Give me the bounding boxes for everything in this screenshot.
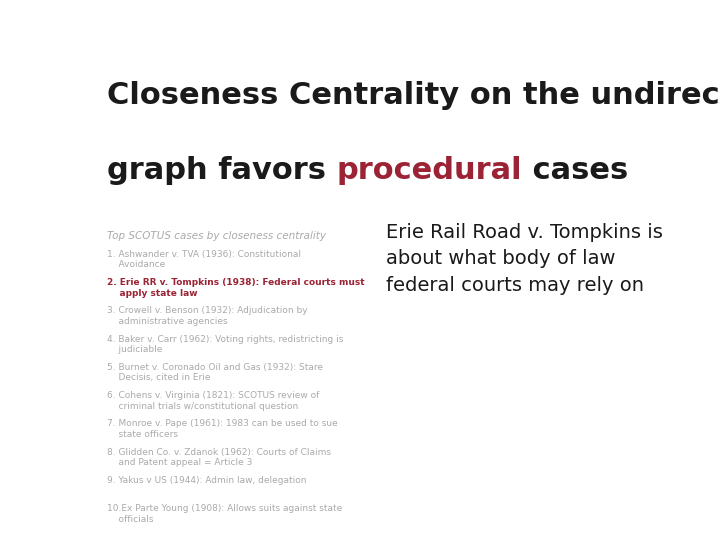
Text: 4. Baker v. Carr (1962): Voting rights, redistricting is
    judiciable: 4. Baker v. Carr (1962): Voting rights, … (107, 335, 343, 354)
Text: 8. Glidden Co. v. Zdanok (1962): Courts of Claims
    and Patent appeal = Articl: 8. Glidden Co. v. Zdanok (1962): Courts … (107, 448, 330, 467)
Text: 7. Monroe v. Pape (1961): 1983 can be used to sue
    state officers: 7. Monroe v. Pape (1961): 1983 can be us… (107, 420, 338, 439)
Text: 3. Crowell v. Benson (1932): Adjudication by
    administrative agencies: 3. Crowell v. Benson (1932): Adjudicatio… (107, 306, 307, 326)
Text: 1. Ashwander v. TVA (1936): Constitutional
    Avoidance: 1. Ashwander v. TVA (1936): Constitution… (107, 250, 301, 269)
Text: cases: cases (522, 156, 629, 185)
Text: Closeness Centrality on the undirected: Closeness Centrality on the undirected (107, 82, 720, 111)
Text: 9. Yakus v US (1944): Admin law, delegation: 9. Yakus v US (1944): Admin law, delegat… (107, 476, 306, 485)
Text: 6. Cohens v. Virginia (1821): SCOTUS review of
    criminal trials w/constitutio: 6. Cohens v. Virginia (1821): SCOTUS rev… (107, 391, 319, 410)
Text: Erie Rail Road v. Tompkins is
about what body of law
federal courts may rely on: Erie Rail Road v. Tompkins is about what… (386, 223, 662, 295)
Text: Top SCOTUS cases by closeness centrality: Top SCOTUS cases by closeness centrality (107, 231, 325, 241)
Text: 10.Ex Parte Young (1908): Allows suits against state
    officials: 10.Ex Parte Young (1908): Allows suits a… (107, 504, 342, 524)
Text: procedural: procedural (336, 156, 522, 185)
Text: graph favors: graph favors (107, 156, 336, 185)
Text: 5. Burnet v. Coronado Oil and Gas (1932): Stare
    Decisis, cited in Erie: 5. Burnet v. Coronado Oil and Gas (1932)… (107, 363, 323, 382)
Text: 2. Erie RR v. Tompkins (1938): Federal courts must
    apply state law: 2. Erie RR v. Tompkins (1938): Federal c… (107, 278, 364, 298)
